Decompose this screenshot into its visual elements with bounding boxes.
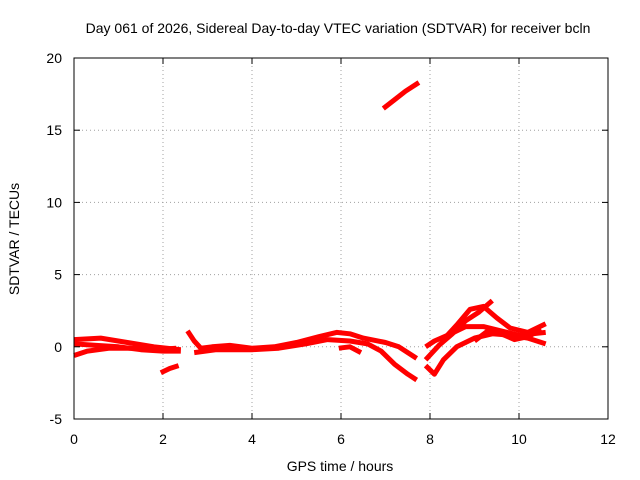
y-tick-label: 5 (54, 267, 62, 283)
series-line-trace-c (73, 335, 182, 353)
x-tick-label: 10 (511, 431, 527, 447)
series-line-trace-d (159, 363, 180, 376)
series-line-trace-l (441, 303, 547, 342)
x-tick-label: 0 (70, 431, 78, 447)
chart-title: Day 061 of 2026, Sidereal Day-to-day VTE… (86, 20, 591, 36)
y-axis-label: SDTVAR / TECUs (6, 183, 22, 295)
y-tick-label: 0 (54, 339, 62, 355)
series-line-trace-m (472, 327, 543, 343)
x-axis-ticks: 0 2 4 6 8 10 12 (70, 58, 616, 447)
x-tick-label: 4 (248, 431, 256, 447)
y-tick-label: 10 (46, 194, 62, 210)
x-tick-label: 6 (337, 431, 345, 447)
x-tick-label: 2 (159, 431, 167, 447)
series-line-trace-k (423, 298, 494, 362)
x-tick-label: 12 (600, 431, 616, 447)
series-line-trace-g (338, 344, 363, 355)
y-tick-label: -5 (50, 411, 63, 427)
data-series (73, 80, 547, 383)
x-axis-label: GPS time / hours (287, 458, 394, 474)
grid (74, 58, 608, 419)
series-line-trace-e (185, 329, 419, 361)
x-tick-label: 8 (426, 431, 434, 447)
y-axis-ticks: -5 0 5 10 15 20 (46, 50, 608, 427)
series-line-trace-h (381, 80, 421, 111)
y-tick-label: 20 (46, 50, 62, 66)
series-line-trace-f (193, 337, 419, 383)
y-tick-label: 15 (46, 122, 62, 138)
